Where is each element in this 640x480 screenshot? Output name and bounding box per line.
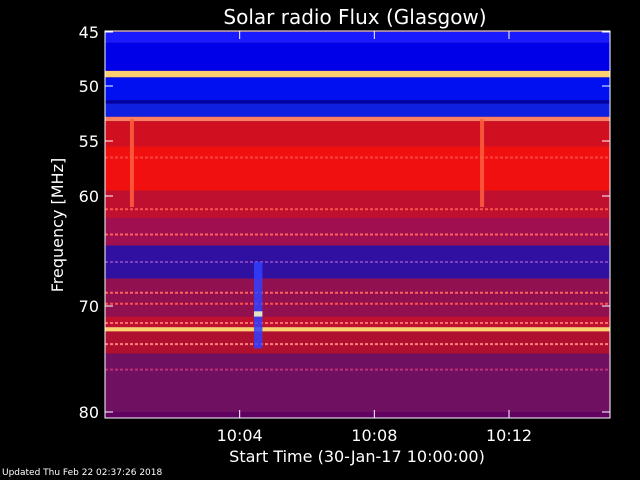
y-tick-label-70: 70 <box>79 297 99 316</box>
spike-0 <box>129 119 134 207</box>
band-10 <box>105 218 610 246</box>
band-12 <box>105 278 610 317</box>
y-axis: 45 50 55 60 70 80 <box>79 23 610 422</box>
updated-timestamp: Updated Thu Feb 22 02:37:26 2018 <box>2 468 163 478</box>
band-6 <box>105 116 610 122</box>
y-tick-label-45: 45 <box>79 23 99 42</box>
y-tick-label-60: 60 <box>79 187 99 206</box>
spike-1 <box>480 119 485 207</box>
spike-3 <box>253 311 263 317</box>
x-tick-label-10:04: 10:04 <box>217 426 263 445</box>
y-tick-label-80: 80 <box>79 403 99 422</box>
band-4 <box>105 100 610 104</box>
band-2 <box>105 70 610 78</box>
band-8 <box>105 146 610 191</box>
x-tick-label-10:12: 10:12 <box>486 426 532 445</box>
plot-area <box>104 30 611 419</box>
band-1 <box>105 42 610 71</box>
x-tick-label-10:08: 10:08 <box>351 426 397 445</box>
y-tick-label-55: 55 <box>79 132 99 151</box>
x-axis-label: Start Time (30-Jan-17 10:00:00) <box>229 447 485 466</box>
band-0 <box>105 32 610 43</box>
x-axis: 10:04 10:08 10:12 <box>217 31 532 445</box>
chart-title: Solar radio Flux (Glasgow) <box>223 5 486 29</box>
y-tick-label-50: 50 <box>79 77 99 96</box>
band-5 <box>105 103 610 117</box>
band-3 <box>105 77 610 101</box>
band-13 <box>105 316 610 328</box>
band-9 <box>105 190 610 218</box>
band-14 <box>105 327 610 332</box>
band-15 <box>105 331 610 354</box>
y-axis-label: Frequency [MHz] <box>48 158 67 292</box>
band-7 <box>105 121 610 147</box>
plot-frame <box>104 30 611 419</box>
band-16 <box>105 353 610 412</box>
spike-2 <box>253 262 263 349</box>
